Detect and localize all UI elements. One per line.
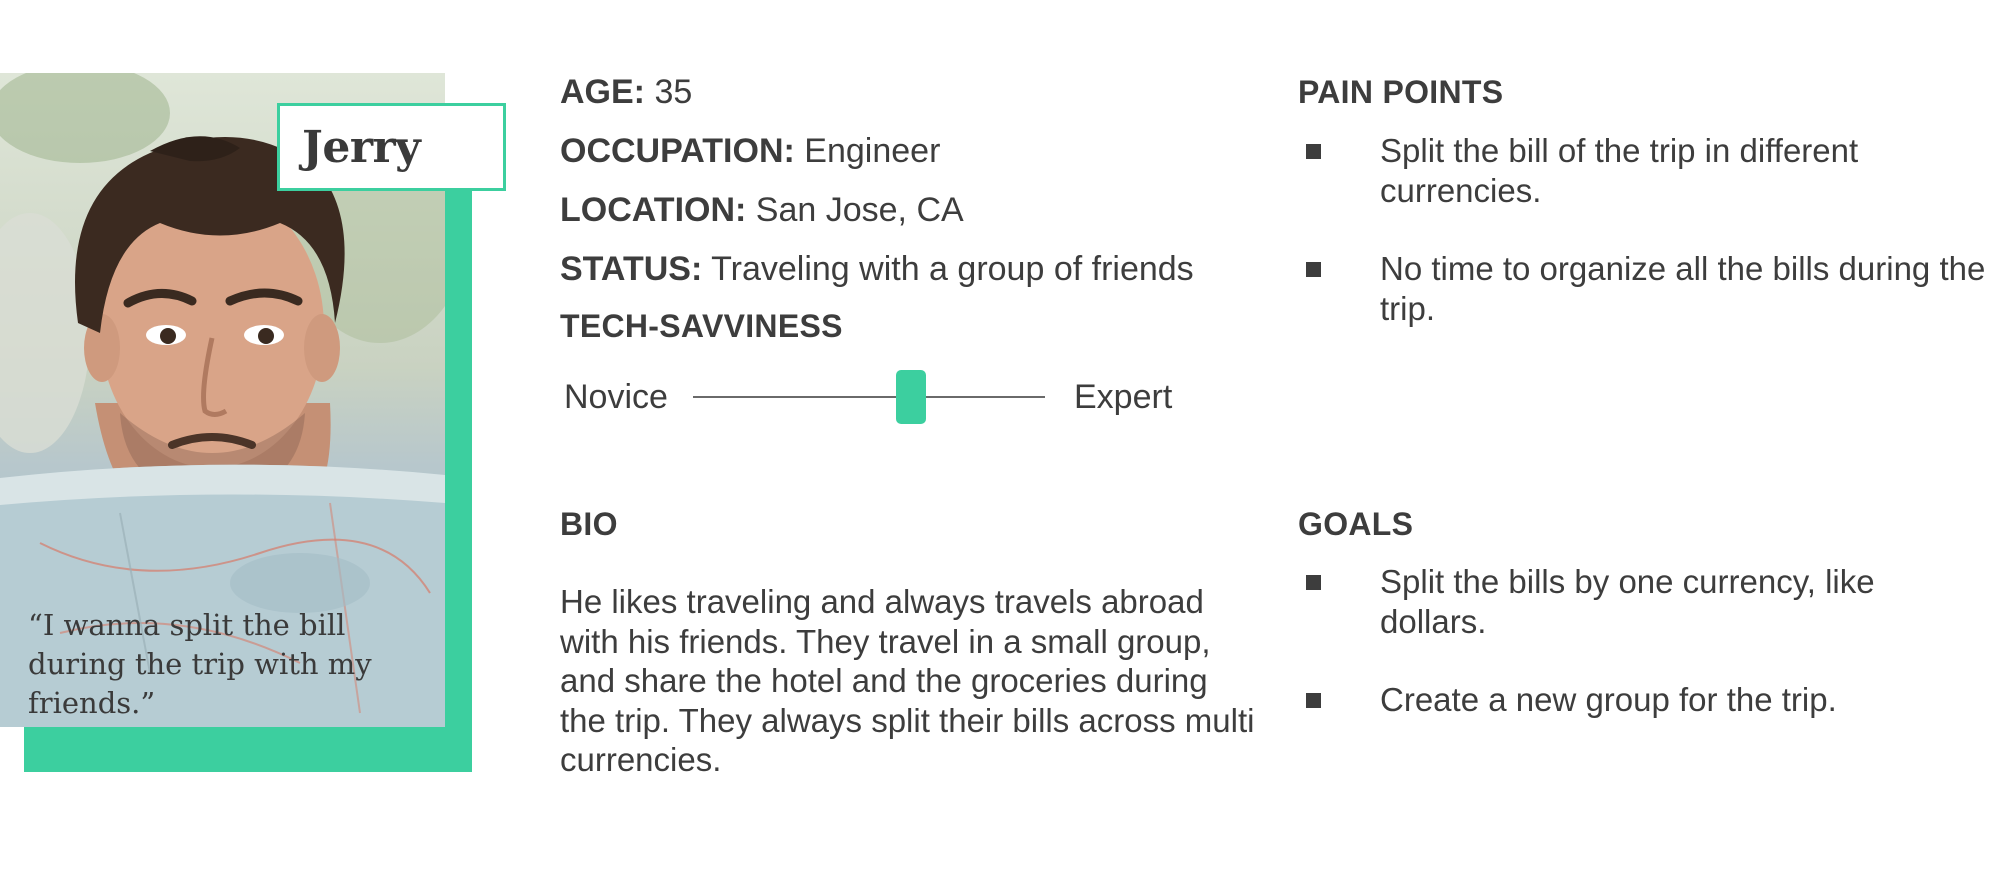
bio-text: He likes traveling and always travels ab… bbox=[560, 583, 1255, 778]
status-label: STATUS: bbox=[560, 250, 703, 288]
location-label: LOCATION: bbox=[560, 191, 747, 229]
location-field: LOCATION: San Jose, CA bbox=[560, 190, 964, 230]
location-value: San Jose, CA bbox=[755, 191, 964, 229]
occupation-field: OCCUPATION: Engineer bbox=[560, 131, 940, 171]
persona-photo-illustration bbox=[0, 73, 445, 727]
tech-savviness-slider-thumb bbox=[896, 370, 927, 424]
goal-text: Split the bills by one currency, like do… bbox=[1380, 563, 1875, 640]
tech-min-label: Novice bbox=[564, 378, 668, 416]
age-field: AGE: 35 bbox=[560, 72, 692, 112]
tech-savviness-heading: TECH-SAVVINESS bbox=[560, 308, 843, 344]
occupation-label: OCCUPATION: bbox=[560, 132, 795, 170]
square-bullet-icon bbox=[1306, 144, 1321, 159]
persona-quote: “I wanna split the bill during the trip … bbox=[28, 608, 372, 720]
pain-points-heading: PAIN POINTS bbox=[1298, 74, 1504, 110]
list-item: Split the bill of the trip in different … bbox=[1298, 131, 1988, 210]
status-value: Traveling with a group of friends bbox=[711, 250, 1194, 288]
tech-savviness-track bbox=[693, 396, 1045, 398]
square-bullet-icon bbox=[1306, 693, 1321, 708]
list-item: Split the bills by one currency, like do… bbox=[1298, 562, 1988, 641]
persona-name: Jerry bbox=[302, 121, 421, 173]
pain-point-text: Split the bill of the trip in different … bbox=[1380, 132, 1859, 209]
pain-point-text: No time to organize all the bills during… bbox=[1380, 250, 1986, 327]
age-label: AGE: bbox=[560, 73, 645, 111]
bio-heading: BIO bbox=[560, 506, 618, 542]
tech-max-label: Expert bbox=[1074, 378, 1173, 416]
square-bullet-icon bbox=[1306, 262, 1321, 277]
goal-text: Create a new group for the trip. bbox=[1380, 681, 1837, 718]
list-item: Create a new group for the trip. bbox=[1298, 680, 1988, 720]
square-bullet-icon bbox=[1306, 575, 1321, 590]
pain-points-list: Split the bill of the trip in different … bbox=[1298, 131, 1988, 367]
list-item: No time to organize all the bills during… bbox=[1298, 249, 1988, 328]
occupation-value: Engineer bbox=[804, 132, 941, 170]
goals-list: Split the bills by one currency, like do… bbox=[1298, 562, 1988, 759]
goals-heading: GOALS bbox=[1298, 506, 1414, 542]
persona-name-box: Jerry bbox=[277, 103, 506, 191]
age-value: 35 bbox=[654, 73, 693, 111]
status-field: STATUS: Traveling with a group of friend… bbox=[560, 249, 1194, 289]
